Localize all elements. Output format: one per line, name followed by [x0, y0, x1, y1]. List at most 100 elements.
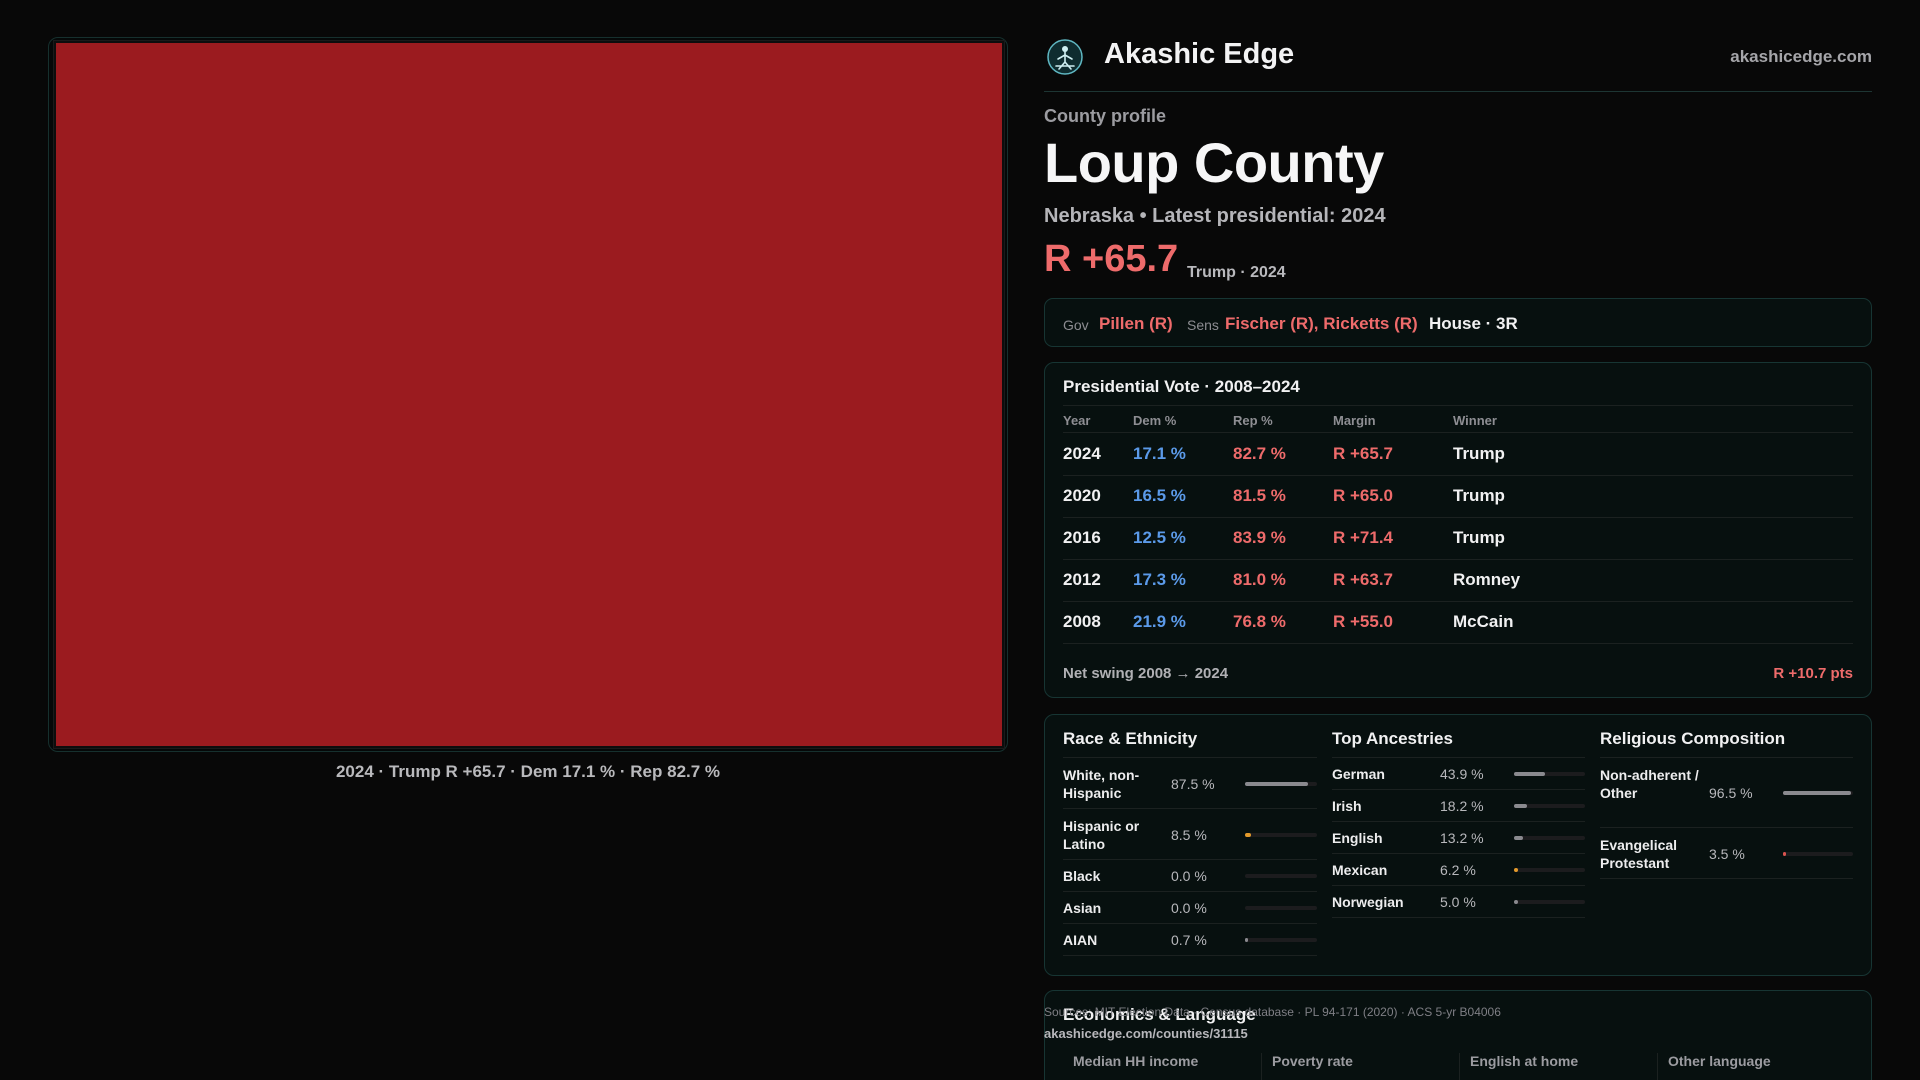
cell-dem: 17.1 % [1133, 444, 1186, 463]
brand-header: Akashic Edge akashicedge.com [1044, 36, 1872, 92]
cell-margin: R +63.7 [1333, 570, 1394, 589]
cell-winner: Trump [1453, 528, 1505, 547]
cell-winner: Trump [1453, 444, 1505, 463]
map-caption: 2024 · Trump R +65.7 · Dem 17.1 % · Rep … [335, 762, 721, 781]
cell-dem: 17.3 % [1133, 570, 1186, 589]
share-bar-fill [1245, 832, 1252, 837]
profile-subtitle: Nebraska • Latest presidential: 2024 [1044, 205, 1386, 227]
metric-english-home: English at home [1459, 1053, 1657, 1080]
row-label: Non-adherent / Other [1600, 767, 1699, 801]
table-header: Year Dem % Rep % Margin Winner [1063, 405, 1853, 433]
row-percent: 0.0 % [1171, 868, 1207, 884]
header-margin: Margin [1333, 413, 1376, 428]
row-percent: 3.5 % [1709, 845, 1745, 862]
cell-winner: Trump [1453, 486, 1505, 505]
share-bar [1514, 804, 1585, 808]
economics-card: Economics & Language Median HH income Po… [1044, 990, 1872, 1080]
share-bar [1783, 791, 1853, 795]
table-row: 2012 17.3 % 81.0 % R +63.7 Romney [1063, 560, 1853, 602]
akashic-logo-icon [1047, 39, 1083, 75]
header-winner: Winner [1453, 413, 1497, 428]
sens-value: Fischer (R), Ricketts (R) [1225, 314, 1418, 333]
cell-rep: 81.5 % [1233, 486, 1286, 505]
row-percent: 43.9 % [1440, 766, 1484, 782]
share-bar [1245, 906, 1317, 910]
cell-margin: R +65.7 [1333, 444, 1394, 463]
share-bar-fill [1514, 900, 1518, 904]
gov-label: Gov [1063, 317, 1089, 333]
list-item: Norwegian 5.0 % [1332, 886, 1585, 918]
cell-rep: 76.8 % [1233, 612, 1286, 631]
share-bar-fill [1514, 836, 1524, 840]
race-title: Race & Ethnicity [1063, 729, 1198, 748]
demographics-card: Race & Ethnicity White, non-Hispanic 87.5… [1044, 714, 1872, 976]
religion-title: Religious Composition [1600, 729, 1786, 748]
share-bar [1514, 836, 1585, 840]
share-bar [1245, 874, 1317, 878]
share-bar-fill [1514, 772, 1546, 776]
cell-dem: 12.5 % [1133, 528, 1186, 547]
list-item: Non-adherent / Other 96.5 % [1600, 758, 1853, 828]
share-bar [1514, 772, 1585, 776]
row-percent: 0.0 % [1171, 900, 1207, 916]
row-percent: 96.5 % [1709, 785, 1753, 801]
row-percent: 6.2 % [1440, 862, 1476, 878]
row-percent: 5.0 % [1440, 894, 1476, 910]
presidential-title: Presidential Vote · 2008–2024 [1063, 377, 1300, 396]
latest-margin: R +65.7 [1044, 238, 1179, 280]
permalink[interactable]: akashicedge.com/counties/31115 [1044, 1026, 1248, 1041]
cell-rep: 82.7 % [1233, 444, 1286, 463]
share-bar [1245, 938, 1317, 942]
header-rep: Rep % [1233, 413, 1273, 428]
cell-rep: 81.0 % [1233, 570, 1286, 589]
row-label: Evangelical Protestant [1600, 836, 1678, 871]
row-percent: 87.5 % [1171, 775, 1215, 792]
economics-metrics: Median HH income Poverty rate English at… [1063, 1053, 1853, 1080]
cell-winner: McCain [1453, 612, 1514, 631]
ancestries-title: Top Ancestries [1332, 729, 1453, 748]
cell-winner: Romney [1453, 570, 1521, 589]
cell-dem: 16.5 % [1133, 486, 1186, 505]
sens-label: Sens [1187, 317, 1219, 333]
presidential-vote-card: Presidential Vote · 2008–2024 Year Dem %… [1044, 362, 1872, 698]
cell-year: 2008 [1063, 612, 1101, 631]
header-year: Year [1063, 413, 1091, 428]
cell-year: 2020 [1063, 486, 1101, 505]
share-bar-fill [1245, 938, 1248, 942]
cell-margin: R +65.0 [1333, 486, 1394, 505]
table-row: 2016 12.5 % 83.9 % R +71.4 Trump [1063, 518, 1853, 560]
officeholders-bar: Gov Pillen (R) Sens Fischer (R), Rickett… [1044, 298, 1872, 347]
row-label: White, non-Hispanic [1063, 766, 1140, 801]
brand-url-link[interactable]: akashicedge.com [1730, 47, 1872, 66]
list-item: German 43.9 % [1332, 758, 1585, 790]
row-label: German [1332, 766, 1385, 782]
profile-eyebrow: County profile [1044, 106, 1166, 126]
row-label: Norwegian [1332, 894, 1404, 910]
share-bar [1245, 781, 1317, 786]
share-bar [1783, 851, 1853, 856]
row-label: English [1332, 830, 1383, 846]
latest-margin-note: Trump · 2024 [1187, 264, 1286, 281]
cell-margin: R +71.4 [1333, 528, 1394, 547]
cell-margin: R +55.0 [1333, 612, 1394, 631]
share-bar-fill [1514, 868, 1519, 872]
brand-name: Akashic Edge [1104, 38, 1295, 70]
cell-year: 2016 [1063, 528, 1101, 547]
list-item: Mexican 6.2 % [1332, 854, 1585, 886]
share-bar [1245, 832, 1317, 837]
list-item: Irish 18.2 % [1332, 790, 1585, 822]
row-label: Asian [1063, 900, 1102, 916]
share-bar-fill [1783, 791, 1851, 795]
cell-year: 2024 [1063, 444, 1101, 463]
metric-poverty-rate: Poverty rate [1261, 1053, 1459, 1080]
house-value: House · 3R [1429, 314, 1518, 333]
row-label: Irish [1332, 798, 1362, 814]
list-item: Evangelical Protestant 3.5 % [1600, 828, 1853, 879]
county-map-shape[interactable] [54, 41, 1004, 748]
row-percent: 13.2 % [1440, 830, 1484, 846]
list-item: White, non-Hispanic 87.5 % [1063, 758, 1317, 809]
cell-rep: 83.9 % [1233, 528, 1286, 547]
net-swing-label: Net swing 2008 → 2024 [1063, 665, 1229, 682]
cell-year: 2012 [1063, 570, 1101, 589]
table-row: 2024 17.1 % 82.7 % R +65.7 Trump [1063, 434, 1853, 476]
